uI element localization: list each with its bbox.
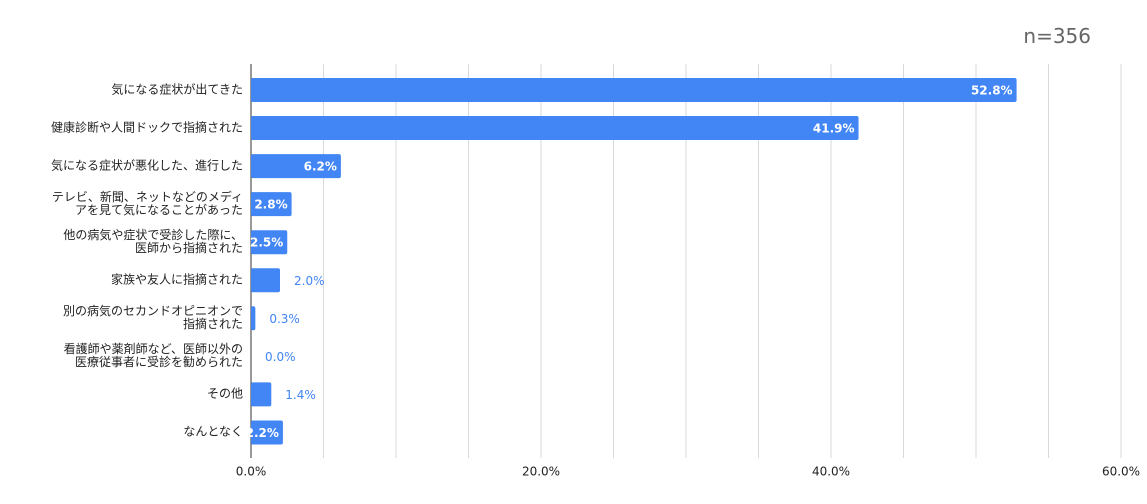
bar: [251, 154, 341, 179]
bar: [251, 230, 288, 255]
x-tick-label: 20.0%: [522, 465, 560, 479]
bar: [251, 420, 283, 445]
category-label: 看護師や薬剤師など、医師以外の 医療従事者に受診を勧められた: [63, 342, 243, 370]
value-label: 41.9%: [813, 122, 855, 136]
category-label: 気になる症状が悪化した、進行した: [50, 158, 243, 173]
value-label: 2.2%: [246, 426, 279, 440]
value-label: 52.8%: [971, 84, 1013, 98]
bar: [251, 306, 256, 331]
x-tick-label: 0.0%: [236, 465, 267, 479]
bar: [251, 116, 859, 141]
bar: [251, 78, 1017, 102]
sample-size: n=356: [1023, 24, 1091, 48]
category-label: 別の病気のセカンドオピニオンで 指摘された: [62, 304, 243, 332]
value-label: 0.3%: [269, 312, 300, 326]
value-label: 0.0%: [265, 350, 296, 364]
bar: [251, 192, 292, 217]
x-tick-label: 60.0%: [1102, 465, 1140, 479]
value-label: 1.4%: [285, 388, 316, 402]
bar: [251, 382, 272, 407]
category-label: テレビ、新聞、ネットなどのメディ アを見て気になることがあった: [51, 190, 243, 218]
category-label: 他の病気や症状で受診した際に、 医師から指摘された: [63, 228, 243, 256]
bar: [251, 268, 280, 293]
value-label: 2.0%: [294, 274, 325, 288]
category-label: なんとなく: [183, 424, 243, 439]
category-label: 家族や友人に指摘された: [110, 272, 243, 287]
value-label: 6.2%: [304, 160, 337, 174]
category-label: 気になる症状が出てきた: [111, 82, 243, 97]
value-label: 2.5%: [250, 236, 283, 250]
value-label: 2.8%: [254, 198, 287, 212]
category-label: 健康診断や人間ドックで指摘された: [50, 120, 243, 135]
x-tick-label: 40.0%: [812, 465, 850, 479]
category-label: その他: [206, 386, 243, 401]
